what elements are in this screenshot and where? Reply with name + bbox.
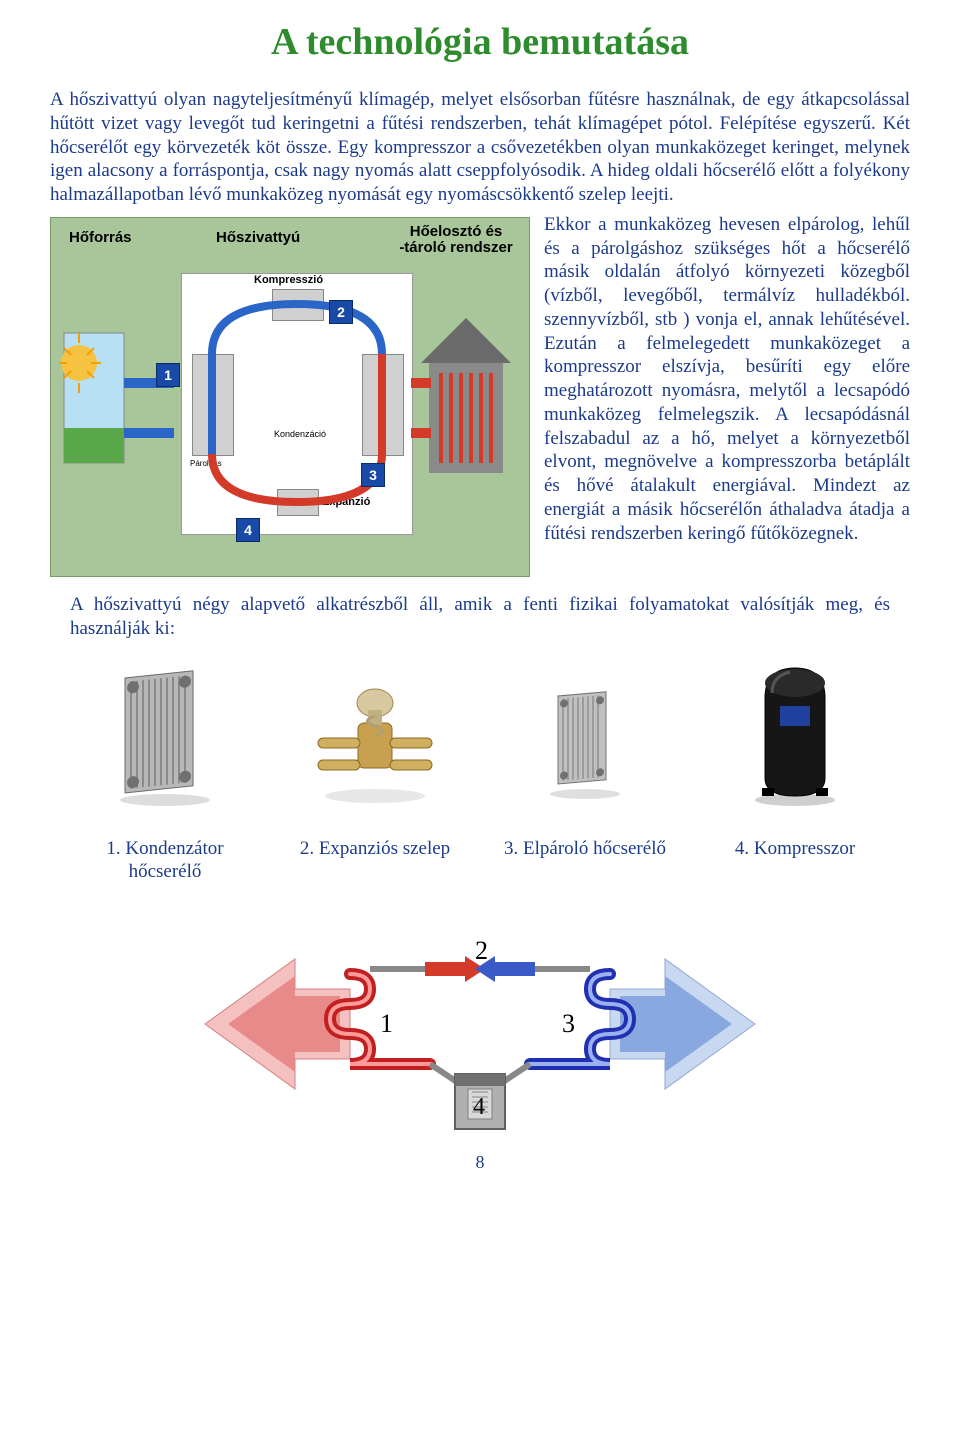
paragraph-1: A hőszivattyú olyan nagyteljesítményű kl… <box>50 88 910 207</box>
diagram-num-4: 4 <box>236 518 260 542</box>
diagram-label-heloszto: Hőelosztó és -tároló rendszer <box>391 224 521 257</box>
diagram-center-panel: Kompresszió Párolgás Kondenzáció Expanzi… <box>181 273 413 535</box>
page-title: A technológia bemutatása <box>50 20 910 64</box>
cycle-diagram: 1 2 3 4 <box>200 914 760 1144</box>
components-row <box>70 658 890 808</box>
component-4 <box>700 658 890 808</box>
heloszto-line1: Hőelosztó és <box>410 223 503 240</box>
heat-pump-diagram: Hőforrás Hőszivattyú Hőelosztó és -tárol… <box>50 217 530 577</box>
page-container: A technológia bemutatása A hőszivattyú o… <box>0 0 960 1213</box>
diagram-num-1: 1 <box>156 363 180 387</box>
cycle-num-2: 2 <box>475 936 488 965</box>
cycle-num-1: 1 <box>380 1009 393 1038</box>
expansion-valve-icon <box>300 668 450 808</box>
component-3 <box>490 668 680 808</box>
caption-2: 2. Expanziós szelep <box>280 838 470 884</box>
page-number: 8 <box>50 1152 910 1173</box>
house-graphic <box>411 273 531 533</box>
caption-3: 3. Elpároló hőcserélő <box>490 838 680 884</box>
captions-row: 1. Kondenzátor hőcserélő 2. Expanziós sz… <box>70 838 890 884</box>
component-2 <box>280 668 470 808</box>
cycle-num-4: 4 <box>473 1094 485 1120</box>
lead-sentence: A hőszivattyú négy alapvető alkatrészből… <box>70 593 890 641</box>
heloszto-line2: -tároló rendszer <box>399 239 512 256</box>
diagram-num-3: 3 <box>361 463 385 487</box>
diagram-label-hoforras: Hőforrás <box>69 230 132 247</box>
para1-text: A hőszivattyú olyan nagyteljesítményű kl… <box>50 89 910 205</box>
diagram-label-hoszivattyu: Hőszivattyú <box>216 230 300 247</box>
evaporator-icon <box>530 668 640 808</box>
component-1 <box>70 668 260 808</box>
wrapped-section: Hőforrás Hőszivattyú Hőelosztó és -tárol… <box>50 213 910 581</box>
diagram-num-2: 2 <box>329 300 353 324</box>
condenser-icon <box>105 668 225 808</box>
heat-source-graphic <box>59 273 179 533</box>
pipe-loop <box>182 274 412 534</box>
cycle-num-3: 3 <box>562 1009 575 1038</box>
caption-4: 4. Kompresszor <box>700 838 890 884</box>
compressor-icon <box>740 658 850 808</box>
caption-1: 1. Kondenzátor hőcserélő <box>70 838 260 884</box>
